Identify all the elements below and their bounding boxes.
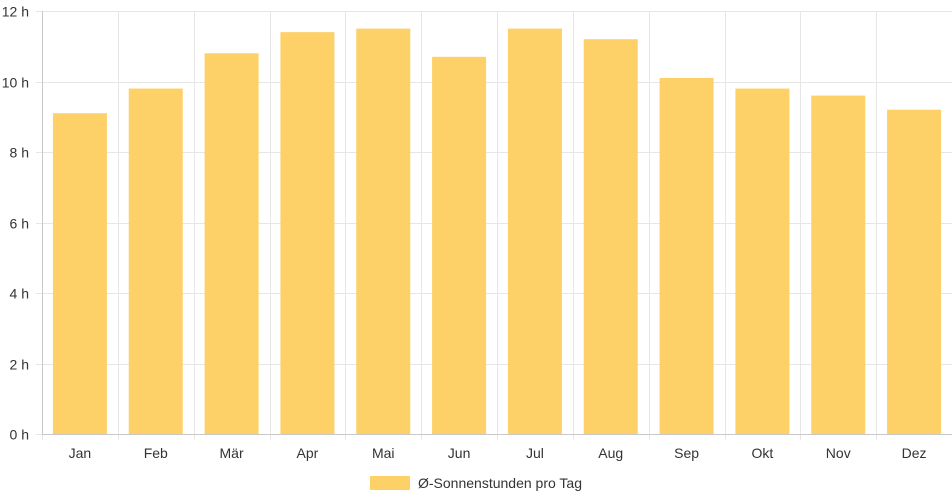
x-tick-label: Jul [526,445,544,461]
y-tick-label: 2 h [10,357,29,373]
x-tick-label: Dez [902,445,927,461]
x-tick-label: Sep [674,445,699,461]
bar-feb[interactable] [128,88,183,435]
bar-jun[interactable] [432,56,487,434]
bar-okt[interactable] [735,88,790,435]
x-tick-label: Aug [598,445,623,461]
x-tick-label: Feb [144,445,168,461]
bar-aug[interactable] [583,39,638,434]
bar-jul[interactable] [507,28,562,434]
bar-mai[interactable] [356,28,411,434]
bar-nov[interactable] [811,95,866,434]
x-tick-label: Mai [372,445,395,461]
grid-lines [36,11,952,440]
sunshine-bar-chart: 0 h2 h4 h6 h8 h10 h12 h Jan Feb Mär Apr Mai J… [2,4,952,461]
x-tick-label: Jan [69,445,92,461]
y-tick-label: 4 h [10,286,29,302]
x-tick-label: Jun [448,445,471,461]
x-tick-label: Okt [752,445,774,461]
legend[interactable]: Ø-Sonnenstunden pro Tag [0,472,952,494]
axes [42,11,952,435]
legend-label: Ø-Sonnenstunden pro Tag [418,475,582,491]
y-tick-label: 6 h [10,216,29,232]
x-tick-label: Apr [297,445,319,461]
y-tick-label: 0 h [10,427,29,443]
y-tick-labels: 0 h 2 h 4 h 6 h 8 h 10 h 12 h [2,4,29,443]
bar-jan[interactable] [52,113,107,434]
bar-dez[interactable] [887,109,942,434]
bar-apr[interactable] [280,32,335,435]
y-tick-label: 10 h [2,75,29,91]
y-tick-label: 12 h [2,4,29,20]
bar-mär[interactable] [204,53,259,435]
bar-sep[interactable] [659,77,714,434]
x-tick-label: Mär [220,445,244,461]
bars [52,28,942,435]
x-tick-labels: Jan Feb Mär Apr Mai Jun Jul Aug Sep Okt Nov Dez [69,445,927,461]
legend-swatch [370,476,410,490]
y-tick-label: 8 h [10,145,29,161]
x-tick-label: Nov [826,445,851,461]
